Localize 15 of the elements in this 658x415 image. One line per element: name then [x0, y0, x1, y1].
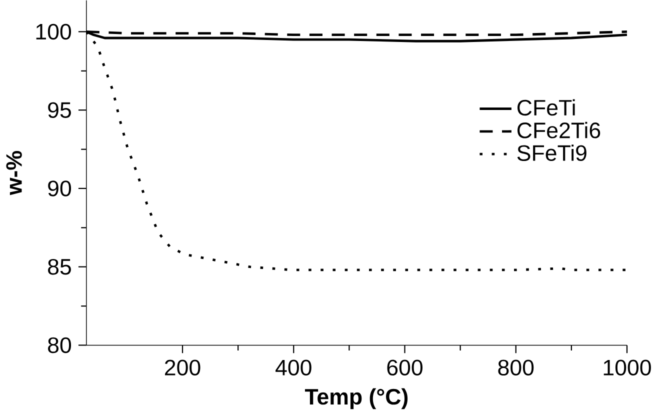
y-tick-label: 90	[48, 180, 72, 196]
y-tick-label: 85	[48, 258, 71, 275]
x-axis-title: Temp (°C)	[304, 388, 408, 409]
legend-label: SFeTi9	[517, 144, 586, 161]
y-tick-label: 100	[36, 24, 72, 40]
x-tick-label: 400	[276, 360, 312, 376]
x-tick-label: 200	[165, 360, 200, 376]
legend-label: CFe2Ti6	[518, 122, 600, 138]
y-tick-label: 80	[48, 337, 72, 353]
y-axis-title: w-%	[6, 150, 22, 196]
x-tick-label: 800	[498, 360, 534, 376]
x-tick-label: 1000	[604, 360, 651, 376]
legend-label: CFeTi	[518, 99, 575, 116]
x-tick-label: 600	[387, 360, 422, 376]
y-tick-label: 95	[48, 102, 71, 118]
